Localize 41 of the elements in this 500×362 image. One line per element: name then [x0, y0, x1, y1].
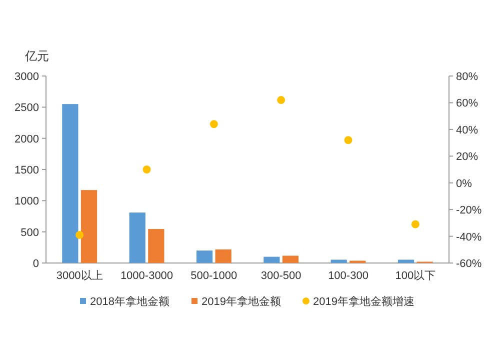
y-tick-label: 3000	[14, 71, 39, 83]
y2-tick-label: 20%	[456, 151, 478, 164]
bar	[264, 256, 280, 263]
y2-tick-label: 40%	[456, 124, 478, 136]
legend-label: 2019年拿地金额	[201, 295, 281, 308]
y2-tick-label: 80%	[456, 71, 478, 83]
y-tick-label: 2500	[14, 102, 39, 114]
point	[142, 166, 151, 174]
bar	[330, 260, 347, 263]
y-tick-label: 1500	[14, 164, 39, 176]
x-tick-label: 3000以上	[56, 269, 103, 282]
point	[277, 96, 286, 104]
bar	[282, 256, 299, 263]
bar	[80, 190, 98, 263]
x-tick-label: 100-300	[328, 270, 368, 282]
point	[76, 230, 84, 239]
legend-label: 2018年拿地金额	[90, 295, 170, 308]
y-tick-label: 0	[32, 258, 39, 270]
bar	[215, 249, 232, 263]
point	[210, 120, 218, 128]
x-tick-label: 1000-3000	[120, 270, 174, 282]
y-tick-label: 2000	[14, 133, 39, 146]
y-tick-label: 500	[20, 226, 39, 239]
y-axis-title: 亿元	[24, 49, 49, 63]
y-tick-label: 1000	[14, 196, 39, 208]
y2-tick-label: 0%	[456, 178, 472, 190]
y2-tick-label: 60%	[456, 98, 478, 110]
bar	[129, 212, 146, 263]
bar	[148, 229, 164, 263]
x-tick-label: 100以下	[395, 269, 436, 282]
x-tick-label: 500-1000	[190, 270, 238, 282]
y2-tick-label: -60%	[456, 258, 482, 270]
bar	[398, 260, 414, 263]
y2-tick-label: -20%	[456, 204, 482, 217]
y2-tick-label: -40%	[456, 231, 482, 244]
point	[344, 136, 352, 144]
point	[411, 220, 420, 228]
bar	[196, 250, 213, 263]
bar	[62, 104, 78, 263]
legend-label: 2019年拿地金额增速	[312, 295, 414, 308]
x-tick-label: 300-500	[260, 270, 302, 282]
